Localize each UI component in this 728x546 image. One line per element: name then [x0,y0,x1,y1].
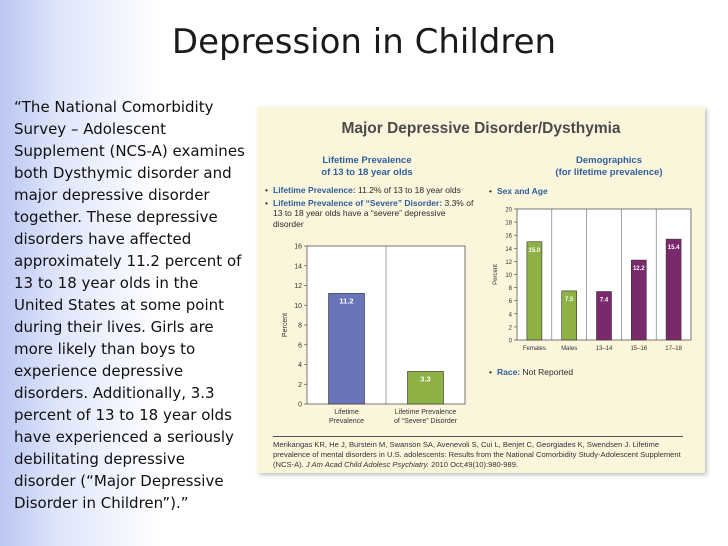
y-tick-label: 16 [294,244,302,251]
demographics-chart: 0 2 4 6 8 10 12 14 16 18 20 Percent 15.0 Females 7.5 Ma… [493,208,692,352]
citation: Merikangas KR, He J, Burstein M, Swanson… [273,436,683,470]
bullet-lifetime-prevalence: • Lifetime Prevalence: 11.2% of 13 to 18… [265,185,475,196]
citation-text: Merikangas KR, He J, Burstein M, Swanson… [273,440,681,469]
y-tick-label: 2 [298,382,302,389]
bar-value-label: 7.5 [565,297,574,303]
left-subheading-line1: Lifetime Prevalence [322,155,412,166]
y-tick-label: 14 [294,263,302,270]
bar [631,259,647,341]
slide-body-text: “The National Comorbidity Survey – Adole… [14,98,245,512]
x-tick-label: 15–16 [630,346,647,352]
slide-title: Depression in Children [171,22,557,62]
x-tick-label: 13–14 [596,346,613,352]
citation-journal: J Am Acad Child Adolesc Psychiatry. [305,460,429,469]
bullet-text: 3.3% of 13 to 18 year olds have a “sever… [273,197,474,229]
y-axis-label: Percent [493,264,499,285]
left-subheading: Lifetime Prevalence of 13 to 18 year old… [277,155,457,179]
bar-value-label: 11.2 [339,296,353,305]
bar [328,293,365,405]
y-tick-label: 6 [509,299,513,305]
bullet-text: 11.2% of 13 to 18 year olds [355,185,461,195]
y-tick-label: 6 [298,342,302,349]
bar [665,238,682,341]
bullet-severe-prevalence: • Lifetime Prevalence of “Severe” Disord… [265,198,475,230]
left-bullets: • Lifetime Prevalence: 11.2% of 13 to 18… [265,185,475,231]
bullet-dot: • [265,197,268,208]
bar-value-label: 15.0 [529,248,541,254]
bullet-label: Lifetime Prevalence: [273,185,356,195]
x-tick-label: 17–18 [665,346,682,352]
bullet-label: Sex and Age [497,186,548,196]
bullet-sex-age: • Sex and Age [489,186,689,197]
right-bullet-sex-age: • Sex and Age [489,186,689,199]
bar-value-label: 3.3 [420,374,430,383]
bullet-race: • Race: Not Reported [489,367,689,378]
bullet-text: Not Reported [520,367,574,377]
x-tick-label: Males [561,346,577,352]
y-axis-label: Percent [282,313,289,337]
y-tick-label: 2 [509,325,513,331]
y-tick-label: 8 [509,286,513,292]
bar [407,371,444,405]
bar-value-label: 12.2 [633,266,645,272]
x-tick-label: Females [523,346,546,352]
y-tick-label: 20 [505,208,512,214]
bullet-dot: • [489,186,492,196]
x-tick-label: Prevalence [329,418,364,425]
right-subheading: Demographics (for lifetime prevalence) [519,155,699,179]
right-bullet-race: • Race: Not Reported [489,367,689,380]
y-tick-label: 12 [505,260,512,266]
y-tick-label: 16 [505,234,512,240]
y-tick-label: 4 [509,312,513,318]
y-tick-label: 0 [509,339,513,345]
figure-title: Major Depressive Disorder/Dysthymia [341,120,621,137]
figure-panel: Major Depressive Disorder/Dysthymia Life… [257,107,705,473]
bullet-dot: • [489,367,492,377]
bar [596,291,612,341]
y-tick-label: 10 [505,273,512,279]
bar [526,241,543,341]
bullet-label: Lifetime Prevalence of “Severe” Disorder… [273,197,443,208]
bar-value-label: 7.4 [600,298,609,304]
x-tick-label: Lifetime [334,409,359,416]
bullet-dot: • [265,185,268,195]
citation-tail: 2010 Oct;49(10):980-989. [429,460,519,469]
lifetime-prevalence-chart: 0 2 4 6 8 10 12 14 16 Percent 11.2 Lifetime Prevalen… [282,244,466,425]
y-tick-label: 18 [505,221,512,227]
y-tick-label: 0 [298,402,302,409]
bar [561,290,577,341]
y-tick-label: 10 [294,303,302,310]
right-subheading-line2: (for lifetime prevalence) [555,167,663,178]
right-subheading-line1: Demographics [576,155,642,166]
left-subheading-line2: of 13 to 18 year olds [321,167,413,178]
y-tick-label: 8 [298,323,302,330]
bullet-label: Race: [497,367,521,377]
y-tick-label: 4 [298,362,302,369]
x-tick-label: Lifetime Prevalence [395,409,457,416]
y-tick-label: 12 [294,283,302,290]
bar-value-label: 15.4 [668,245,680,251]
x-tick-label: of “Severe” Disorder [394,418,458,425]
y-tick-label: 14 [505,247,512,253]
